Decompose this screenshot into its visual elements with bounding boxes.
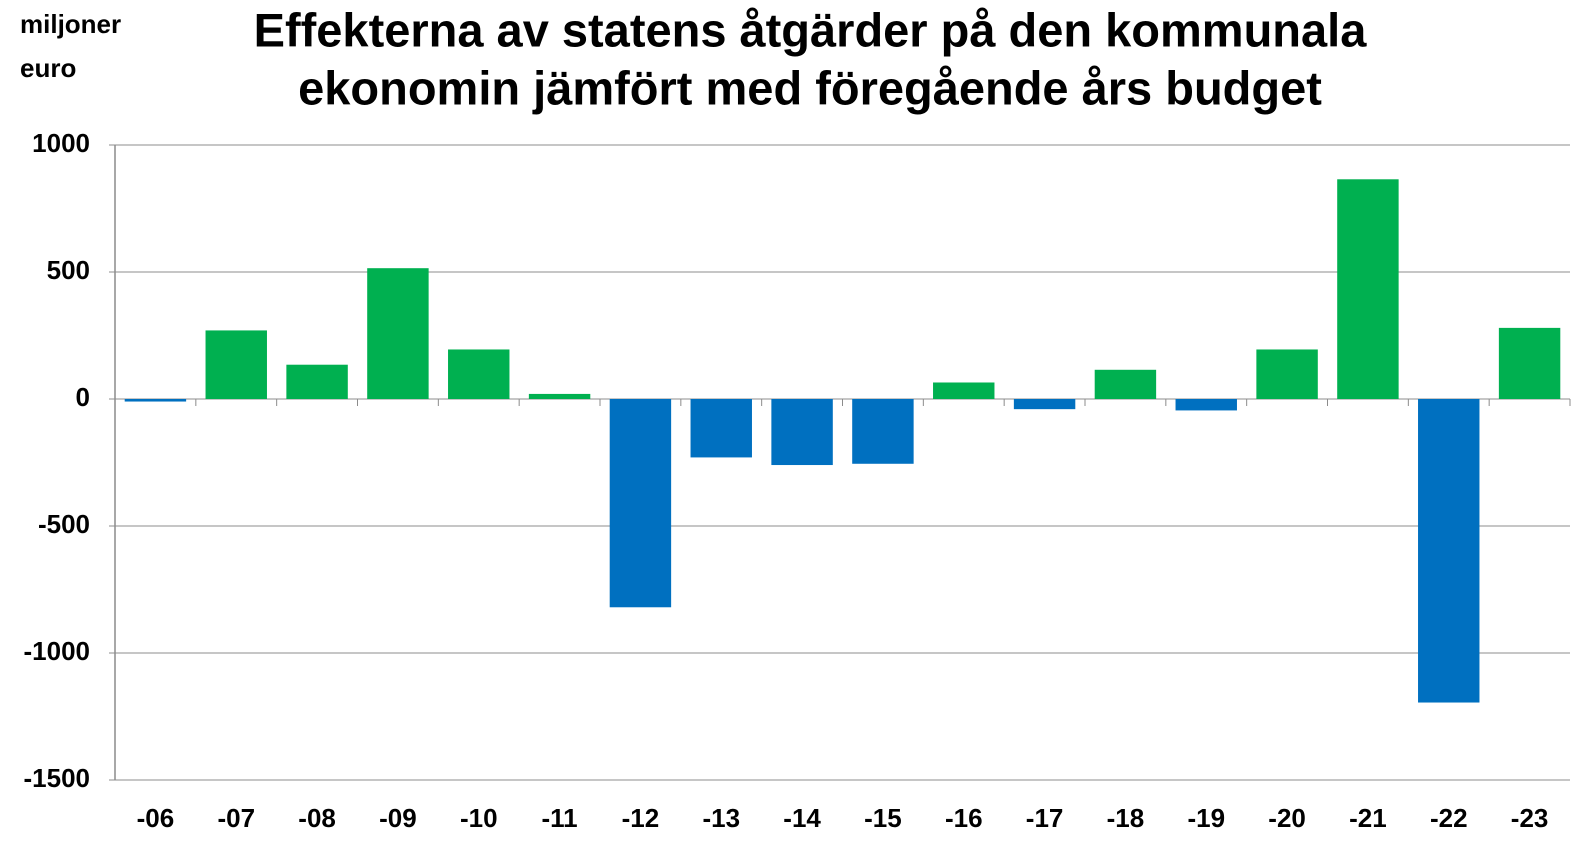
y-tick-label: -500: [38, 509, 90, 539]
y-tick-label: 1000: [32, 128, 90, 158]
chart-title: Effekterna av statens åtgärder på den ko…: [254, 3, 1368, 56]
x-tick-label: -13: [702, 803, 740, 833]
bar: [124, 399, 187, 402]
bar: [286, 364, 348, 399]
x-tick-label: -10: [460, 803, 498, 833]
bar: [771, 399, 833, 466]
bar: [1256, 349, 1318, 399]
bar: [367, 268, 429, 399]
y-tick-label: 500: [47, 255, 90, 285]
bar: [1094, 369, 1157, 399]
y-axis-label: euro: [20, 53, 76, 83]
bar: [690, 399, 752, 458]
bar: [448, 349, 510, 399]
y-tick-label: -1500: [24, 763, 91, 793]
x-tick-label: -08: [298, 803, 336, 833]
bar: [1175, 399, 1237, 411]
bar: [933, 382, 995, 399]
x-tick-label: -22: [1430, 803, 1468, 833]
bar: [1418, 399, 1480, 703]
x-tick-label: -06: [137, 803, 175, 833]
x-tick-label: -23: [1511, 803, 1549, 833]
x-tick-label: -15: [864, 803, 902, 833]
x-tick-label: -19: [1187, 803, 1225, 833]
bar: [852, 399, 914, 464]
y-axis-label: miljoner: [20, 9, 121, 39]
x-tick-label: -20: [1268, 803, 1306, 833]
x-tick-label: -17: [1026, 803, 1064, 833]
bar: [1013, 399, 1076, 410]
x-tick-label: -14: [783, 803, 821, 833]
y-tick-label: 0: [76, 382, 90, 412]
x-tick-label: -21: [1349, 803, 1387, 833]
y-tick-label: -1000: [24, 636, 91, 666]
bar: [1337, 179, 1399, 399]
bar: [205, 330, 267, 399]
bar: [1498, 327, 1561, 399]
bar: [528, 393, 591, 399]
x-tick-label: -07: [217, 803, 255, 833]
x-tick-label: -16: [945, 803, 983, 833]
chart-title: ekonomin jämfört med föregående års budg…: [298, 61, 1322, 114]
x-tick-label: -09: [379, 803, 417, 833]
x-tick-label: -12: [622, 803, 660, 833]
x-tick-label: -11: [542, 803, 578, 833]
bar: [609, 399, 672, 608]
x-tick-label: -18: [1107, 803, 1145, 833]
